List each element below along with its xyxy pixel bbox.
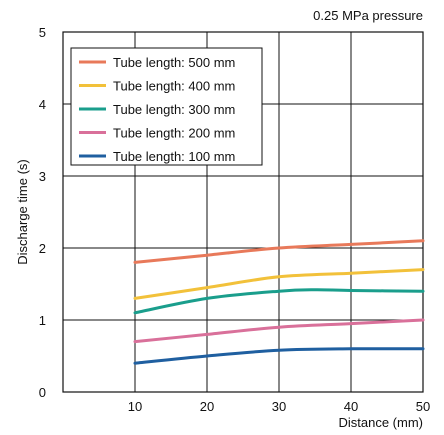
x-tick-label: 40 [344, 399, 358, 414]
series-line-300mm [133, 288, 425, 315]
y-tick-label: 3 [39, 169, 46, 184]
legend-label-400mm: Tube length: 400 mm [113, 79, 235, 94]
x-tick-label: 20 [200, 399, 214, 414]
series-line-200mm [133, 318, 425, 344]
x-tick-label: 30 [272, 399, 286, 414]
legend-label-200mm: Tube length: 200 mm [113, 126, 235, 141]
y-tick-label: 4 [39, 97, 46, 112]
y-tick-label: 2 [39, 241, 46, 256]
series-line-500mm [133, 239, 425, 264]
y-axis-label: Discharge time (s) [15, 159, 30, 264]
y-tick-label: 0 [39, 385, 46, 400]
legend-box [70, 47, 263, 166]
series-layer [133, 239, 425, 365]
series-line-400mm [133, 268, 425, 300]
legend-label-500mm: Tube length: 500 mm [113, 55, 235, 70]
legend-label-300mm: Tube length: 300 mm [113, 102, 235, 117]
series-line-100mm [133, 347, 425, 365]
tick-layer: 10 20 30 40 50 0 1 2 3 4 5 [39, 25, 430, 414]
legend-label-100mm: Tube length: 100 mm [113, 149, 235, 164]
x-tick-label: 50 [416, 399, 430, 414]
plot-frame [62, 31, 424, 393]
y-tick-label: 5 [39, 25, 46, 40]
chart-subtitle: 0.25 MPa pressure [313, 8, 423, 23]
x-axis-label: Distance (mm) [338, 415, 423, 430]
y-tick-label: 1 [39, 313, 46, 328]
x-tick-label: 10 [128, 399, 142, 414]
legend: Tube length: 500 mm Tube length: 400 mm Tu… [70, 47, 263, 166]
